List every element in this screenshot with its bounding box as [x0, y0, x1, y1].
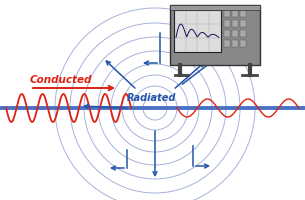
Bar — [224, 20, 230, 27]
Text: Radiated: Radiated — [127, 93, 176, 103]
Bar — [224, 30, 230, 37]
Bar — [224, 10, 230, 17]
Bar — [232, 10, 238, 17]
Bar — [232, 40, 238, 47]
Bar — [232, 20, 238, 27]
Bar — [174, 10, 221, 52]
Bar — [240, 20, 246, 27]
Bar — [240, 40, 246, 47]
Bar — [232, 30, 238, 37]
Text: Conducted: Conducted — [30, 75, 92, 85]
Bar — [170, 5, 260, 10]
Bar — [224, 40, 230, 47]
Bar — [240, 10, 246, 17]
Bar — [240, 30, 246, 37]
Bar — [170, 5, 260, 65]
